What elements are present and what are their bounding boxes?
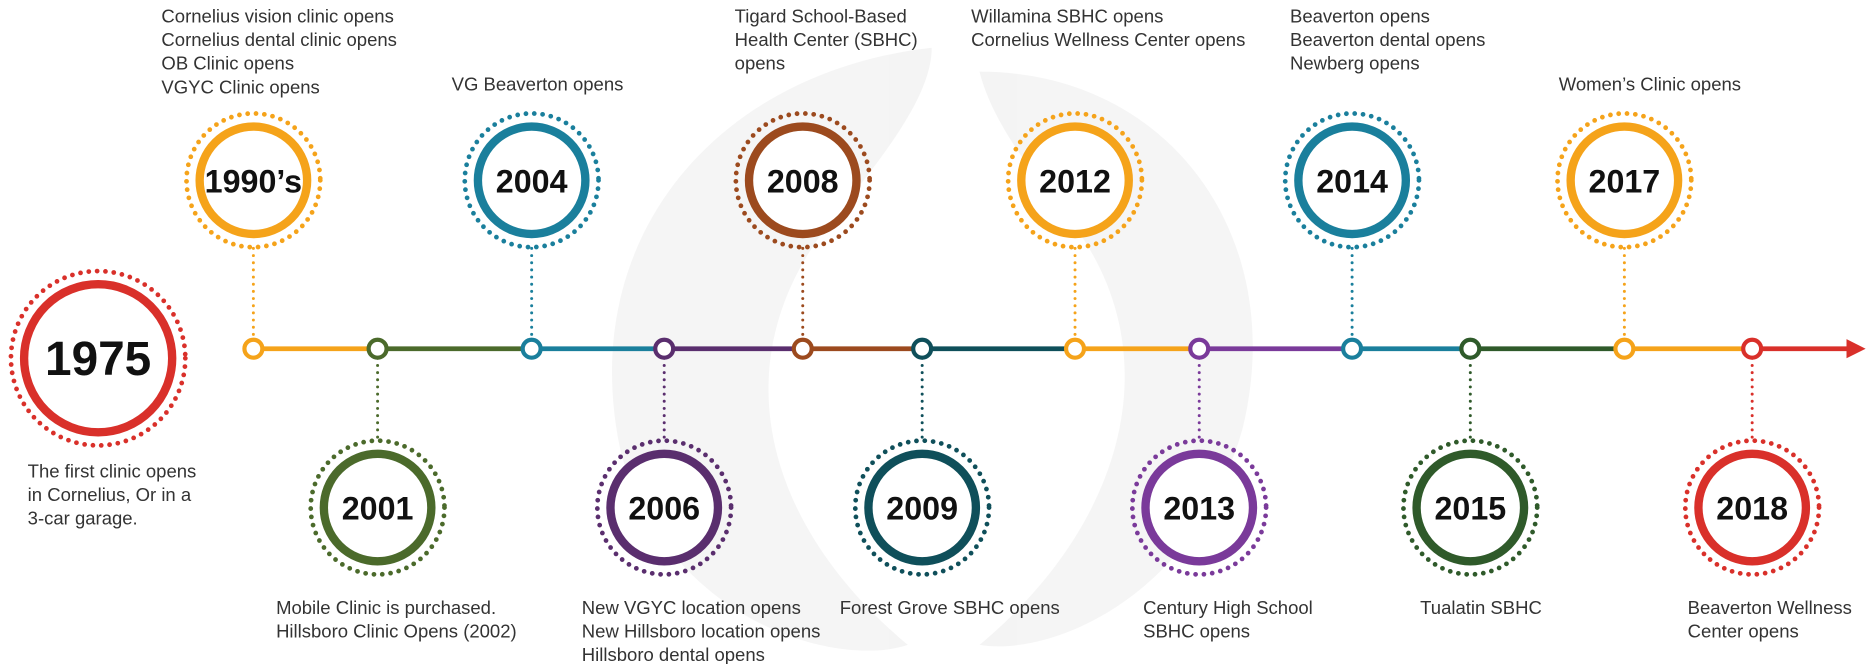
event-description: opens xyxy=(735,53,785,74)
timeline-event: 2017 Women’s Clinic opens xyxy=(1555,74,1741,360)
year-ring xyxy=(606,449,723,566)
event-description: Willamina SBHC opens xyxy=(971,6,1163,27)
timeline-node xyxy=(1459,337,1482,360)
event-description: New Hillsboro location opens xyxy=(582,620,821,641)
year-ring xyxy=(864,449,981,566)
timeline-arrow xyxy=(1846,339,1866,359)
year-ring xyxy=(195,122,312,239)
event-description: Beaverton dental opens xyxy=(1290,29,1485,50)
year-dots xyxy=(184,111,323,250)
year-ring xyxy=(1141,449,1258,566)
year-ring xyxy=(319,449,436,566)
year-label: 2009 xyxy=(886,491,958,527)
timeline-node xyxy=(1741,337,1764,360)
year-dots xyxy=(8,268,188,448)
year-label: 2014 xyxy=(1316,164,1388,200)
timeline-node xyxy=(1341,337,1364,360)
year-dots xyxy=(462,111,601,250)
year-dots xyxy=(1682,438,1822,577)
event-description: Health Center (SBHC) xyxy=(735,29,918,50)
year-ring xyxy=(19,280,177,437)
year-dots xyxy=(1005,111,1145,250)
event-description: Mobile Clinic is purchased. xyxy=(276,597,496,618)
year-label: 2006 xyxy=(628,491,700,527)
year-dots xyxy=(852,438,992,577)
year-label: 1975 xyxy=(45,333,151,386)
event-description: Cornelius vision clinic opens xyxy=(161,6,393,27)
year-dots xyxy=(1555,111,1694,250)
event-description: Cornelius Wellness Center opens xyxy=(971,29,1245,50)
event-description: 3-car garage. xyxy=(28,508,138,529)
event-description: in Cornelius, Or in a xyxy=(28,484,192,505)
timeline-event: 2004 VG Beaverton opens xyxy=(452,74,624,360)
event-description: Tualatin SBHC xyxy=(1420,597,1542,618)
event-description: Beaverton opens xyxy=(1290,6,1430,27)
year-label: 2004 xyxy=(496,164,568,200)
timeline-node xyxy=(242,337,265,360)
timeline-node xyxy=(911,337,934,360)
event-description: Beaverton Wellness xyxy=(1688,597,1852,618)
year-label: 2001 xyxy=(342,491,414,527)
event-description: SBHC opens xyxy=(1143,620,1250,641)
event-description: Women’s Clinic opens xyxy=(1559,74,1741,95)
event-description: Hillsboro Clinic Opens (2002) xyxy=(276,620,517,641)
event-description: VG Beaverton opens xyxy=(452,74,624,95)
year-ring xyxy=(473,122,590,239)
year-ring xyxy=(1412,449,1529,566)
timeline-event: 2001 Mobile Clinic is purchased.Hillsboro… xyxy=(276,337,517,641)
year-label: 1990’s xyxy=(205,164,302,200)
year-label: 2012 xyxy=(1039,164,1111,200)
event-description: VGYC Clinic opens xyxy=(161,76,319,97)
event-description: Newberg opens xyxy=(1290,53,1420,74)
year-ring xyxy=(1566,122,1683,239)
year-ring xyxy=(1694,449,1811,566)
timeline-node xyxy=(520,337,543,360)
timeline-node xyxy=(1063,337,1087,360)
event-description: Tigard School-Based xyxy=(735,6,907,27)
year-ring xyxy=(1294,122,1411,239)
event-description: The first clinic opens xyxy=(28,461,197,482)
timeline-node xyxy=(366,337,389,360)
timeline-node xyxy=(653,337,676,360)
year-dots xyxy=(1282,111,1422,250)
year-label: 2013 xyxy=(1163,491,1235,527)
year-dots xyxy=(308,438,447,577)
event-description: Hillsboro dental opens xyxy=(582,644,765,664)
event-description: Center opens xyxy=(1688,620,1799,641)
year-label: 2018 xyxy=(1716,491,1788,527)
event-description: Forest Grove SBHC opens xyxy=(840,597,1060,618)
year-ring xyxy=(1017,122,1133,239)
event-description: OB Clinic opens xyxy=(161,53,294,74)
timeline-event: 2009 Forest Grove SBHC opens xyxy=(840,337,1060,618)
event-description: New VGYC location opens xyxy=(582,597,801,618)
year-dots xyxy=(733,111,873,250)
year-dots xyxy=(594,438,734,577)
timeline-event: 1990’s Cornelius vision clinic opensCorne… xyxy=(161,6,397,360)
year-dots xyxy=(1129,438,1269,577)
year-label: 2008 xyxy=(767,164,839,200)
timeline-node xyxy=(791,337,814,360)
year-ring xyxy=(744,122,861,239)
event-description: Cornelius dental clinic opens xyxy=(161,29,396,50)
timeline-event: 2015 Tualatin SBHC xyxy=(1401,337,1542,618)
year-label: 2017 xyxy=(1589,164,1661,200)
year-dots xyxy=(1401,438,1540,577)
timeline-node xyxy=(1188,337,1211,360)
timeline-node xyxy=(1613,337,1636,360)
event-description: Century High School xyxy=(1143,597,1313,618)
year-label: 2015 xyxy=(1434,491,1506,527)
